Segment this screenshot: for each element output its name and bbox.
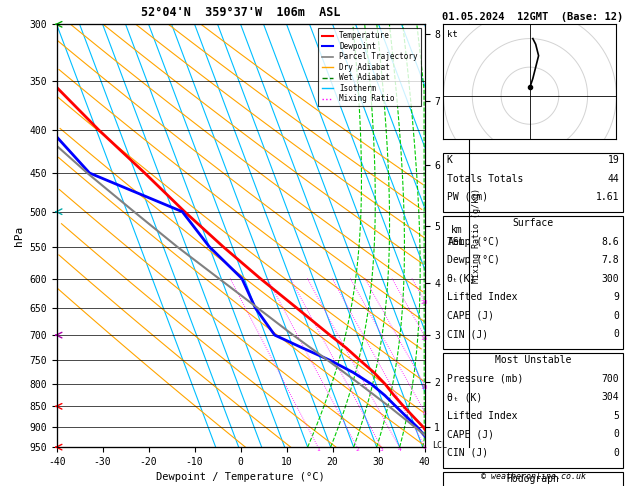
Bar bbox=[443, 353, 623, 468]
Text: 9: 9 bbox=[613, 292, 620, 302]
Text: 0: 0 bbox=[613, 429, 620, 439]
Text: 15: 15 bbox=[421, 335, 428, 341]
Text: 10: 10 bbox=[421, 385, 428, 390]
Text: 20: 20 bbox=[420, 300, 428, 305]
Y-axis label: km
ASL: km ASL bbox=[448, 225, 465, 246]
Text: CAPE (J): CAPE (J) bbox=[447, 311, 494, 321]
Text: Lifted Index: Lifted Index bbox=[447, 292, 517, 302]
Text: 3: 3 bbox=[379, 447, 383, 452]
Text: 01.05.2024  12GMT  (Base: 12): 01.05.2024 12GMT (Base: 12) bbox=[442, 12, 624, 22]
Y-axis label: hPa: hPa bbox=[14, 226, 24, 246]
Text: CAPE (J): CAPE (J) bbox=[447, 429, 494, 439]
Text: Totals Totals: Totals Totals bbox=[447, 174, 523, 184]
Text: LCL: LCL bbox=[432, 441, 447, 451]
Text: © weatheronline.co.uk: © weatheronline.co.uk bbox=[481, 472, 586, 481]
Text: 19: 19 bbox=[608, 155, 620, 165]
Text: 5: 5 bbox=[613, 411, 620, 421]
Text: 700: 700 bbox=[602, 374, 620, 384]
Text: θₜ(K): θₜ(K) bbox=[447, 274, 476, 284]
Text: Temp (°C): Temp (°C) bbox=[447, 237, 499, 247]
Text: Most Unstable: Most Unstable bbox=[495, 355, 571, 365]
Text: 300: 300 bbox=[602, 274, 620, 284]
Bar bbox=[443, 153, 623, 212]
Text: 8.6: 8.6 bbox=[602, 237, 620, 247]
Text: CIN (J): CIN (J) bbox=[447, 329, 488, 339]
Text: Surface: Surface bbox=[513, 218, 554, 228]
Text: 7.8: 7.8 bbox=[602, 255, 620, 265]
Text: PW (cm): PW (cm) bbox=[447, 192, 488, 202]
Bar bbox=[443, 216, 623, 349]
Text: Pressure (mb): Pressure (mb) bbox=[447, 374, 523, 384]
Text: 2: 2 bbox=[355, 447, 359, 452]
Text: θₜ (K): θₜ (K) bbox=[447, 392, 482, 402]
Text: 44: 44 bbox=[608, 174, 620, 184]
Text: kt: kt bbox=[447, 30, 458, 39]
Text: 1: 1 bbox=[316, 447, 320, 452]
Text: Hodograph: Hodograph bbox=[506, 474, 560, 484]
Text: 6: 6 bbox=[422, 445, 426, 450]
Legend: Temperature, Dewpoint, Parcel Trajectory, Dry Adiabat, Wet Adiabat, Isotherm, Mi: Temperature, Dewpoint, Parcel Trajectory… bbox=[318, 28, 421, 106]
Text: 4: 4 bbox=[398, 447, 401, 452]
Text: 8: 8 bbox=[422, 411, 426, 416]
Text: 304: 304 bbox=[602, 392, 620, 402]
Title: 52°04'N  359°37'W  106m  ASL: 52°04'N 359°37'W 106m ASL bbox=[141, 6, 340, 19]
Text: 1.61: 1.61 bbox=[596, 192, 620, 202]
Bar bbox=[443, 472, 623, 486]
Text: Lifted Index: Lifted Index bbox=[447, 411, 517, 421]
Text: 0: 0 bbox=[613, 329, 620, 339]
Text: Dewp (°C): Dewp (°C) bbox=[447, 255, 499, 265]
Text: K: K bbox=[447, 155, 453, 165]
Y-axis label: Mixing Ratio (g/kg): Mixing Ratio (g/kg) bbox=[472, 188, 481, 283]
X-axis label: Dewpoint / Temperature (°C): Dewpoint / Temperature (°C) bbox=[156, 472, 325, 483]
Text: 0: 0 bbox=[613, 311, 620, 321]
Text: CIN (J): CIN (J) bbox=[447, 448, 488, 458]
Text: 0: 0 bbox=[613, 448, 620, 458]
